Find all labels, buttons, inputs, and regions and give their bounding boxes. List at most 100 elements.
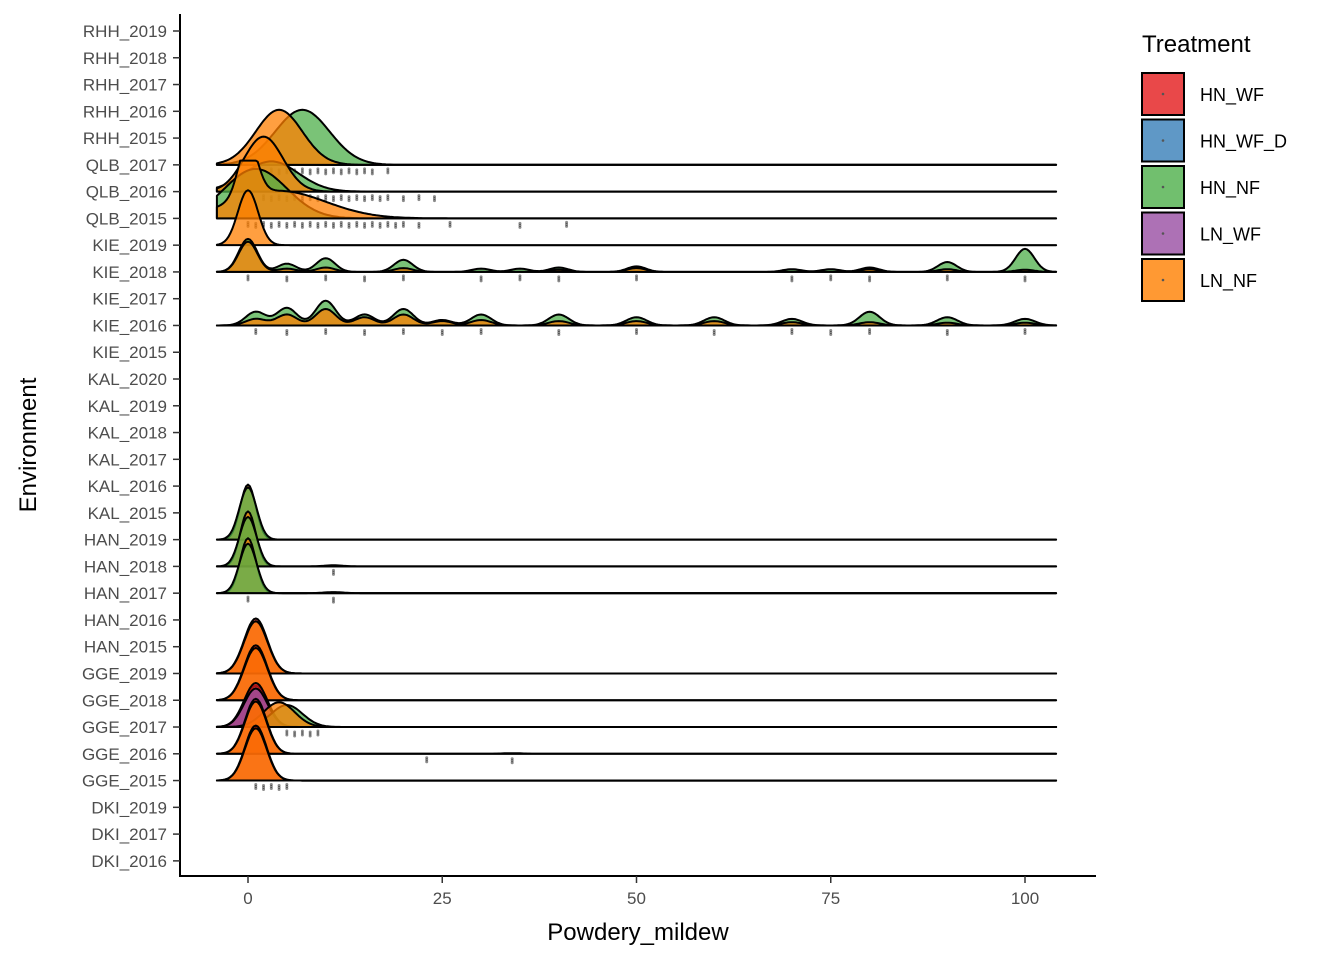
data-point (293, 224, 297, 228)
data-point (790, 327, 794, 331)
data-point (300, 225, 304, 229)
density-ln-nf (215, 620, 1058, 675)
data-point (432, 199, 436, 203)
data-point (331, 221, 335, 225)
data-point (635, 329, 638, 333)
data-point (712, 332, 716, 336)
data-point (557, 277, 561, 281)
y-tick-label: KAL_2020 (88, 370, 167, 389)
y-tick-label: RHH_2018 (83, 49, 167, 68)
data-point (394, 221, 398, 225)
data-point (300, 729, 304, 733)
data-point (417, 196, 421, 200)
data-point (347, 223, 351, 227)
data-point (868, 277, 872, 281)
y-tick-label: KAL_2018 (88, 424, 167, 443)
data-point (254, 327, 258, 331)
density-hn-nf (215, 515, 1058, 568)
density-ln-nf (215, 108, 1058, 166)
data-point (401, 199, 405, 203)
data-point (293, 220, 297, 224)
data-point (945, 332, 949, 336)
density-ln-nf (215, 483, 1058, 541)
y-tick-label: HAN_2016 (84, 611, 167, 630)
data-point (363, 197, 367, 201)
data-point (300, 733, 304, 737)
data-point (868, 275, 872, 279)
data-point (363, 277, 367, 281)
data-point (347, 197, 351, 201)
data-point (347, 221, 351, 225)
data-point (370, 198, 374, 202)
data-point (316, 729, 320, 733)
data-point (945, 274, 949, 278)
density-ln-nf (215, 727, 1058, 782)
legend-key-dot (1161, 139, 1165, 142)
data-point (355, 224, 359, 228)
y-tick-label: KAL_2016 (88, 477, 167, 496)
data-point (293, 730, 297, 734)
ridge-qlb_2016 (215, 135, 1058, 203)
data-point (370, 224, 374, 228)
density-ln-nf (215, 240, 1058, 273)
y-tick-label: RHH_2017 (83, 76, 167, 95)
legend-item-ln-wf: LN_WF (1141, 211, 1261, 256)
data-point (269, 223, 273, 227)
data-point (277, 220, 281, 224)
data-point (347, 167, 351, 171)
y-tick-label: GGE_2016 (82, 745, 167, 764)
data-point (635, 327, 638, 331)
data-point (285, 330, 289, 334)
data-point (401, 195, 405, 199)
data-point (417, 198, 421, 202)
data-point (401, 331, 405, 335)
data-point (331, 167, 335, 171)
data-point (308, 732, 312, 736)
data-point (347, 225, 351, 229)
data-point (363, 328, 367, 332)
data-point (324, 327, 328, 331)
data-point (790, 277, 794, 281)
density-hn-nf (215, 160, 1058, 193)
data-point (712, 328, 716, 332)
data-point (269, 225, 273, 229)
density-ln-nf (215, 189, 1058, 247)
data-point (386, 167, 390, 171)
data-point (254, 329, 258, 333)
data-point (1023, 275, 1027, 279)
data-point (293, 734, 297, 738)
data-point (635, 276, 638, 280)
ridge-han_2019 (215, 483, 1058, 541)
density-hn-wf (215, 617, 1058, 675)
data-point (293, 222, 297, 226)
ridge-kie_2016 (215, 299, 1058, 336)
data-point (246, 597, 250, 601)
data-point (829, 332, 833, 336)
density-hn-nf (215, 542, 1058, 595)
ridge-gge_2015 (215, 724, 1058, 792)
data-point (386, 222, 390, 226)
y-tick-label: KIE_2017 (92, 290, 167, 309)
legend-key-dot (1161, 232, 1165, 235)
data-point (285, 332, 289, 336)
data-point (635, 331, 638, 335)
ridge-gge_2019 (215, 617, 1058, 675)
density-hn-nf (215, 486, 1058, 541)
data-point (386, 169, 390, 173)
data-point (285, 221, 289, 225)
y-tick-label: HAN_2018 (84, 557, 167, 576)
data-point (324, 168, 328, 172)
ridges-layer (215, 108, 1058, 792)
data-point (308, 730, 312, 734)
data-point (829, 328, 833, 332)
data-point (324, 220, 328, 224)
ridge-qlb_2015 (215, 159, 1058, 229)
data-point (510, 759, 514, 763)
data-point (285, 731, 289, 735)
data-point (386, 220, 390, 224)
y-tick-label: GGE_2019 (82, 664, 167, 683)
data-point (448, 222, 452, 226)
data-point (401, 278, 405, 282)
data-point (448, 220, 452, 224)
